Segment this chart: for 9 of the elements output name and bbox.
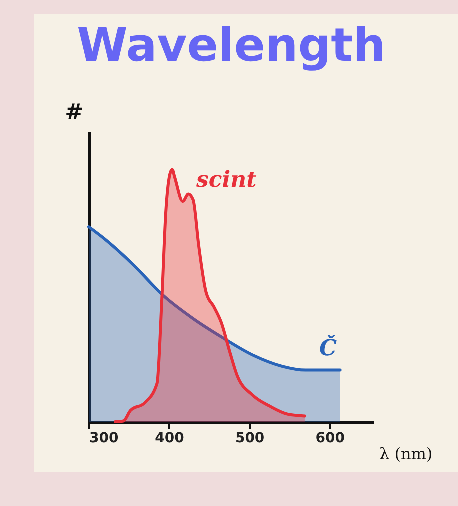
x-tick-label: 600	[316, 430, 346, 446]
chart-title: Wavelength	[77, 18, 386, 72]
series-label: scint	[195, 166, 257, 193]
x-axis-title: λ (nm)	[380, 444, 433, 464]
y-axis-title: #	[65, 100, 84, 126]
series-label: Č	[320, 334, 338, 362]
x-tick-label: 500	[235, 430, 265, 446]
x-tick-label: 400	[155, 430, 185, 446]
x-tick-label: 300	[90, 430, 119, 446]
